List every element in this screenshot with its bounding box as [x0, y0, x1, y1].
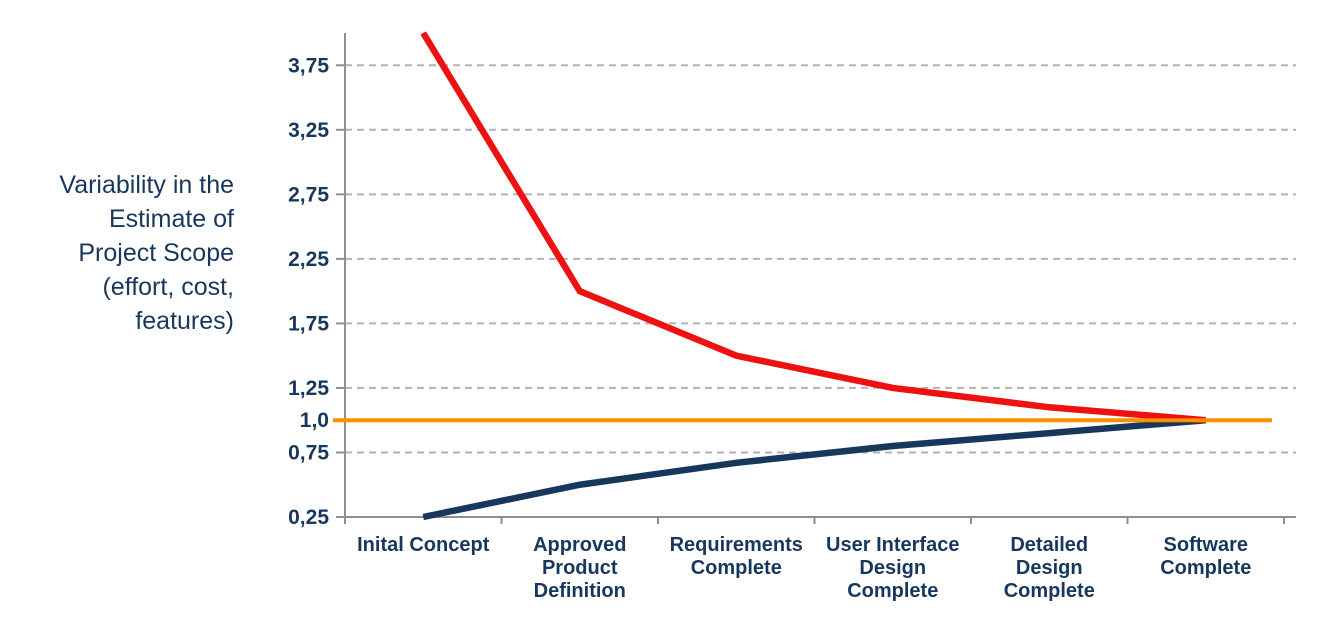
x-category-label: Approved Product Definition: [533, 534, 626, 602]
x-category-label: Detailed Design Complete: [1004, 534, 1095, 602]
y-tick-label: 3,75: [288, 54, 329, 77]
y-tick-label: 2,75: [288, 183, 329, 206]
x-category-label: Inital Concept: [357, 534, 490, 556]
x-category-label: Software Complete: [1160, 534, 1251, 579]
y-tick-label: 1,25: [288, 377, 329, 400]
x-category-label: Requirements Complete: [670, 534, 803, 579]
y-tick-label: 1,0: [300, 409, 329, 432]
y-tick-label: 2,25: [288, 248, 329, 271]
y-tick-label: 1,75: [288, 312, 329, 335]
x-category-label: User Interface Design Complete: [826, 534, 959, 602]
series-lower_bound_estimate-line: [422, 416, 1207, 521]
y-axis-title: Variability in the Estimate of Project S…: [59, 171, 234, 335]
y-tick-label: 0,75: [288, 441, 329, 464]
y-tick-label: 3,25: [288, 119, 329, 142]
y-tick-label: 0,25: [288, 506, 329, 529]
series-upper_bound_estimate-line: [420, 31, 1207, 424]
